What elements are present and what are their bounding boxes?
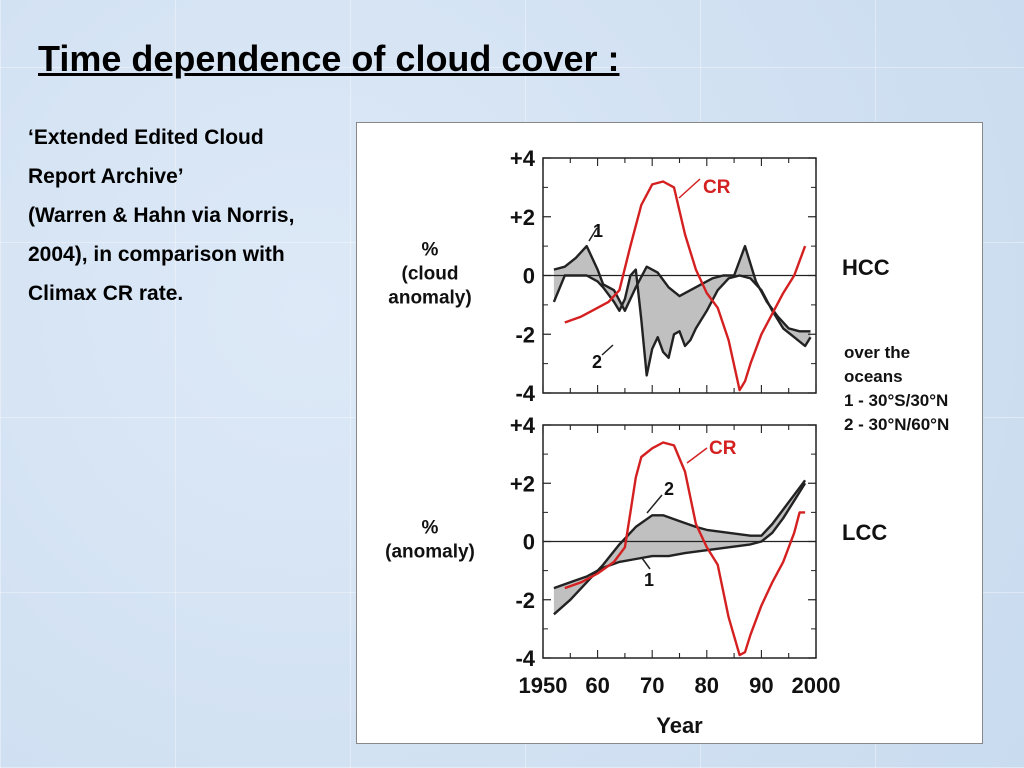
y-tick-label: -2 bbox=[515, 588, 535, 613]
s1-series-label: 1 bbox=[593, 221, 603, 241]
cr-series-label: CR bbox=[709, 438, 737, 459]
s1-label-leader bbox=[588, 227, 598, 242]
x-tick-label: 90 bbox=[749, 673, 773, 698]
y-tick-label: +2 bbox=[510, 205, 535, 230]
y-tick-label: +4 bbox=[510, 146, 536, 171]
cr-series-label: CR bbox=[703, 177, 731, 198]
cr-label-leader bbox=[686, 447, 708, 464]
x-tick-label: 80 bbox=[695, 673, 719, 698]
description-line: (Warren & Hahn via Norris, bbox=[28, 204, 295, 227]
panel-label: HCC bbox=[842, 255, 890, 280]
series-cr-line bbox=[564, 441, 806, 657]
series-s2-line bbox=[552, 268, 812, 377]
cr-label-leader bbox=[678, 178, 701, 199]
shaded-difference-area bbox=[553, 246, 811, 376]
s2-label-leader bbox=[646, 494, 663, 514]
figure-panel: +4 +2 0 -2 -4% (cloud anomaly) HCC CR 1 2 over the o… bbox=[356, 122, 983, 744]
region-note-line: 2 - 30°N/60°N bbox=[844, 415, 949, 434]
description-line: 2004), in comparison with bbox=[28, 243, 285, 266]
s1-label-leader bbox=[641, 557, 651, 570]
description-line: ‘Extended Edited Cloud bbox=[28, 126, 264, 149]
y-tick-label: 0 bbox=[523, 264, 535, 289]
y-tick-label: -4 bbox=[515, 381, 535, 406]
x-tick-label: 2000 bbox=[792, 673, 841, 698]
y-axis-label: (anomaly) bbox=[385, 542, 475, 563]
y-tick-label: 0 bbox=[523, 530, 535, 555]
s2-label-leader bbox=[601, 344, 614, 356]
x-tick-label: 60 bbox=[585, 673, 609, 698]
cloud-cover-figure: +4 +2 0 -2 -4% (cloud anomaly) HCC CR 1 2 over the o… bbox=[385, 146, 949, 738]
y-tick-label: +2 bbox=[510, 471, 535, 496]
y-tick-label: -2 bbox=[515, 322, 535, 347]
region-note-line: over the bbox=[844, 343, 910, 362]
region-note-line: 1 - 30°S/30°N bbox=[844, 391, 948, 410]
x-tick-label: 70 bbox=[640, 673, 664, 698]
y-axis-label: anomaly) bbox=[388, 288, 471, 309]
y-axis-label: (cloud bbox=[402, 264, 459, 285]
s1-series-label: 1 bbox=[644, 570, 654, 590]
y-axis-label: % bbox=[422, 518, 439, 539]
region-note-line: oceans bbox=[844, 367, 903, 386]
description-line: Report Archive’ bbox=[28, 165, 184, 188]
y-axis-label: % bbox=[422, 240, 439, 261]
x-tick-label: 1950 bbox=[519, 673, 568, 698]
shaded-difference-area bbox=[553, 480, 806, 615]
description-line: Climax CR rate. bbox=[28, 282, 184, 305]
s2-series-label: 2 bbox=[592, 352, 602, 372]
slide-title: Time dependence of cloud cover : bbox=[38, 38, 620, 79]
s2-series-label: 2 bbox=[664, 479, 674, 499]
y-tick-label: +4 bbox=[510, 413, 536, 438]
panel-label: LCC bbox=[842, 520, 887, 545]
series-s2-line bbox=[553, 479, 807, 616]
y-tick-label: -4 bbox=[515, 646, 535, 671]
series-cr-line bbox=[564, 180, 807, 392]
slide-description: ‘Extended Edited Cloud Report Archive’ (… bbox=[28, 118, 358, 313]
x-axis-label: Year bbox=[656, 713, 703, 738]
